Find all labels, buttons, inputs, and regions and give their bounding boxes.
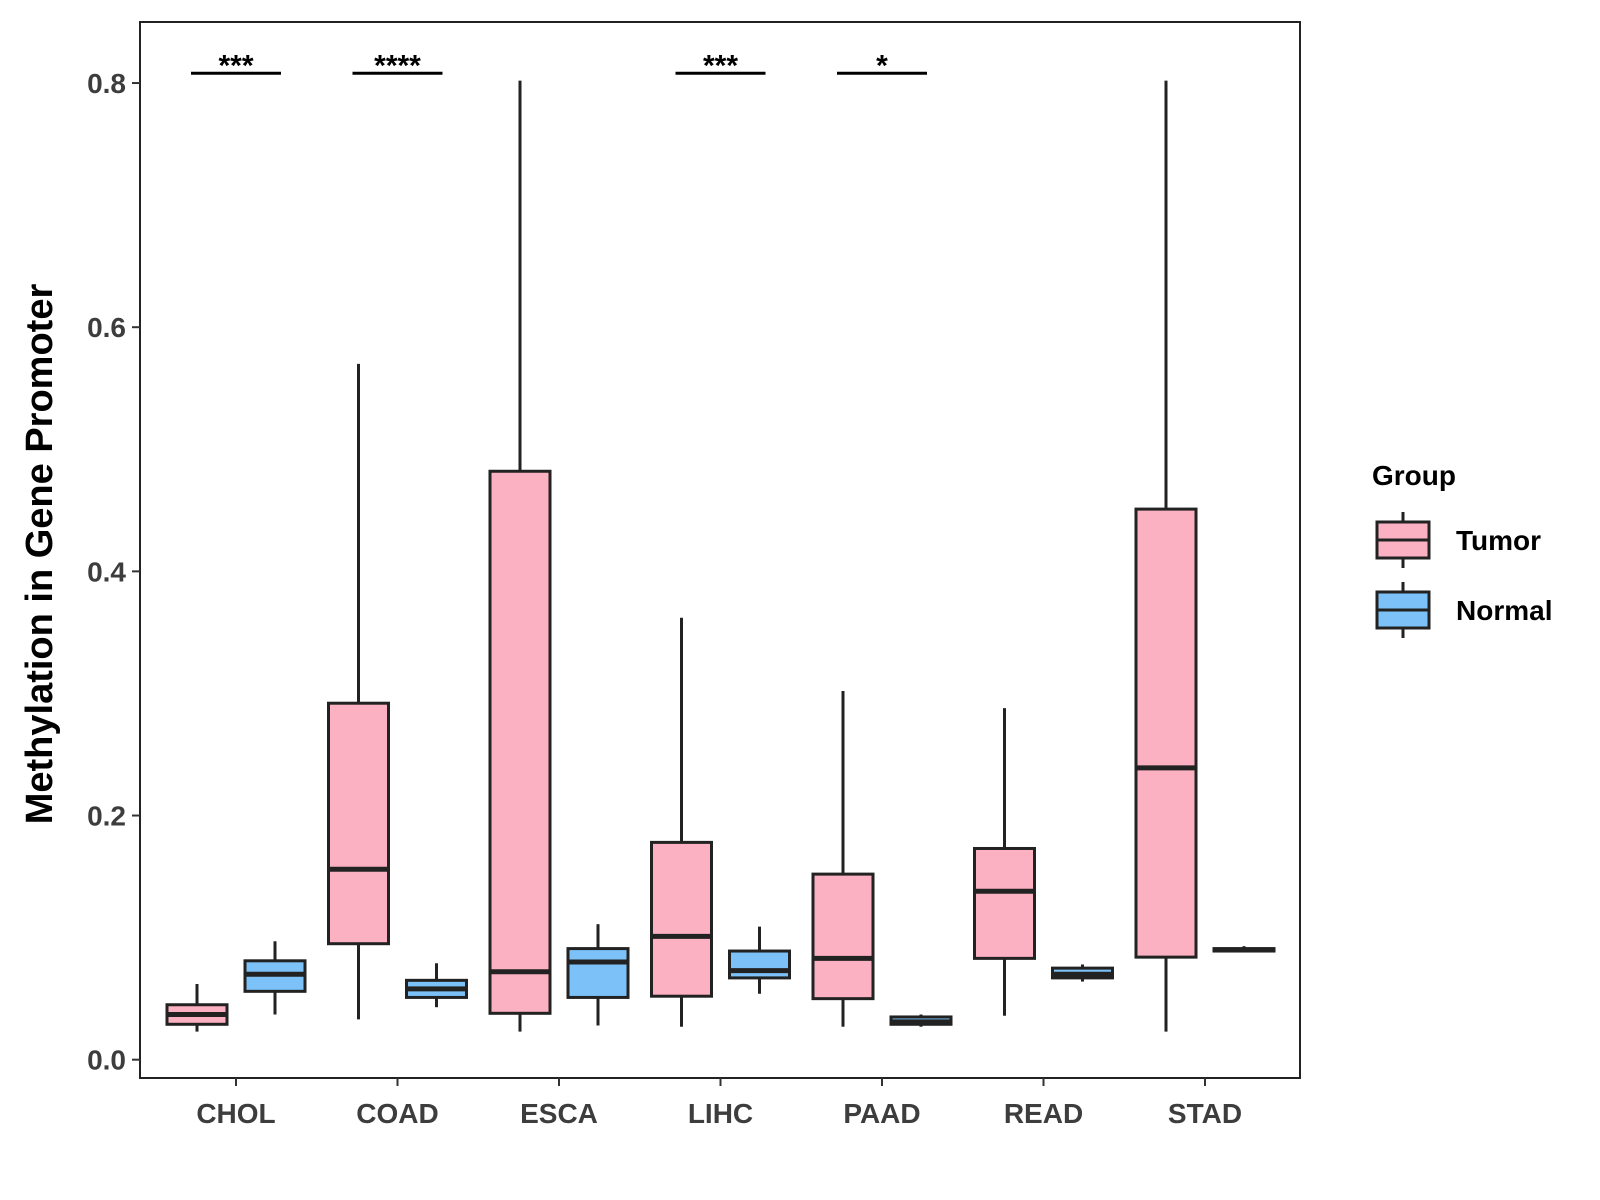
box-normal-read bbox=[1051, 964, 1114, 982]
x-tick-label: LIHC bbox=[688, 1098, 753, 1129]
plot-border bbox=[139, 21, 1301, 1079]
box-body bbox=[488, 469, 552, 1015]
significance-lihc: *** bbox=[675, 49, 766, 82]
significance-label: *** bbox=[703, 49, 738, 82]
significance-label: **** bbox=[374, 49, 421, 82]
significance-paad: * bbox=[837, 49, 927, 82]
box-tumor-paad bbox=[811, 691, 875, 1027]
significance-label: * bbox=[876, 49, 888, 82]
significance-coad: **** bbox=[352, 49, 443, 82]
box-normal-coad bbox=[405, 963, 468, 1008]
y-tick-label: 0.2 bbox=[87, 801, 126, 832]
box-body bbox=[1134, 507, 1198, 959]
box-normal-lihc bbox=[728, 926, 791, 994]
box-tumor-read bbox=[973, 708, 1036, 1016]
box-body bbox=[327, 701, 390, 946]
box-normal-esca bbox=[566, 924, 630, 1026]
box-tumor-stad bbox=[1134, 80, 1198, 1032]
box-tumor-coad bbox=[327, 363, 390, 1020]
x-tick-label: STAD bbox=[1168, 1098, 1242, 1129]
x-tick-label: PAAD bbox=[843, 1098, 920, 1129]
x-tick-label: CHOL bbox=[196, 1098, 275, 1129]
legend-item-normal: Normal bbox=[1375, 582, 1552, 638]
y-axis-title: Methylation in Gene Promoter bbox=[19, 284, 61, 825]
significance-label: *** bbox=[218, 49, 253, 82]
significance-annotations: *** **** *** * bbox=[191, 49, 927, 82]
x-tick-label: COAD bbox=[356, 1098, 438, 1129]
box-body bbox=[973, 846, 1036, 960]
box-body bbox=[566, 947, 630, 999]
box-tumor-esca bbox=[488, 80, 552, 1032]
x-tick-label: ESCA bbox=[520, 1098, 598, 1129]
y-tick-label: 0.0 bbox=[87, 1045, 126, 1076]
significance-chol: *** bbox=[191, 49, 281, 82]
legend-title: Group bbox=[1372, 460, 1456, 491]
y-tick-label: 0.6 bbox=[87, 312, 126, 343]
y-tick-label: 0.8 bbox=[87, 68, 126, 99]
legend-label: Normal bbox=[1456, 595, 1552, 626]
box-body bbox=[650, 840, 713, 998]
box-series-group bbox=[165, 80, 1276, 1032]
box-normal-stad bbox=[1212, 946, 1276, 953]
box-tumor-chol bbox=[165, 983, 229, 1032]
box-normal-paad bbox=[889, 1014, 953, 1027]
x-axis: CHOL COAD ESCA LIHC PAAD READ STAD bbox=[196, 1078, 1242, 1129]
box-body bbox=[811, 872, 875, 1001]
y-axis: 0.0 0.2 0.4 0.6 0.8 bbox=[87, 68, 140, 1076]
box-body bbox=[728, 949, 791, 980]
box-normal-chol bbox=[243, 941, 307, 1015]
plot-panel bbox=[139, 21, 1301, 1079]
legend-label: Tumor bbox=[1456, 525, 1541, 556]
y-tick-label: 0.4 bbox=[87, 556, 126, 587]
legend-item-tumor: Tumor bbox=[1375, 512, 1541, 568]
legend: Group Tumor Normal bbox=[1372, 460, 1552, 638]
x-tick-label: READ bbox=[1004, 1098, 1083, 1129]
box-tumor-lihc bbox=[650, 617, 713, 1027]
